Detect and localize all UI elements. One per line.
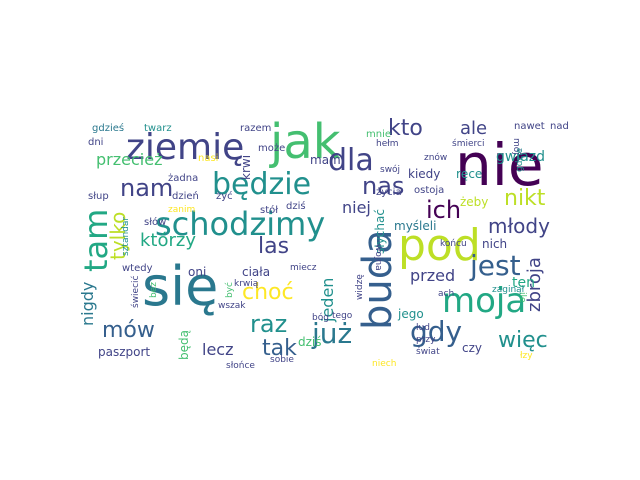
word-wszak: wszak xyxy=(218,301,246,311)
word-niech: niech xyxy=(372,359,397,369)
word-krwia: krwią xyxy=(234,279,259,289)
word-nie: nie xyxy=(455,131,544,199)
word-bog: bóg xyxy=(312,313,329,323)
word-kto: kto xyxy=(388,116,423,141)
word-widze: widzę xyxy=(355,274,365,300)
word-nasi: nasi xyxy=(198,153,219,164)
word-zanim: zanim xyxy=(168,205,196,215)
word-nam: nam xyxy=(120,174,174,202)
word-ten: ten xyxy=(512,275,535,291)
word-tego: tego xyxy=(332,311,353,321)
word-nikt: nikt xyxy=(504,186,546,211)
word-raz: raz xyxy=(250,310,288,338)
word-cloud: nie jak się ziemię schodzimy buda pod bę… xyxy=(77,112,569,371)
word-przeciez: przecież xyxy=(96,150,163,169)
word-zadna: żadna xyxy=(168,173,199,184)
word-ktorzy: którzy xyxy=(140,230,196,251)
word-paszport: paszport xyxy=(98,345,151,359)
word-ostoja: ostoja xyxy=(414,185,445,196)
word-sie: się xyxy=(142,255,219,318)
word-beda: będą xyxy=(177,330,191,360)
word-razem: razem xyxy=(240,123,272,134)
word-mow: mów xyxy=(102,318,155,343)
word-nigdy: nigdy xyxy=(78,281,97,326)
word-niej: niej xyxy=(342,198,371,217)
word-miecz: miecz xyxy=(290,263,317,273)
word-jak: jak xyxy=(270,114,341,170)
word-wiec: więc xyxy=(498,328,548,353)
word-czy: czy xyxy=(462,341,482,355)
word-wojna: wojna xyxy=(373,244,383,271)
word-myslel: myśleli xyxy=(394,219,437,233)
word-dzis-lg: dziś xyxy=(298,335,322,349)
word-dzis-sm: dziś xyxy=(286,201,306,212)
word-ale: ale xyxy=(460,118,488,139)
word-jest: jest xyxy=(470,249,521,282)
word-kiedy: kiedy xyxy=(408,167,441,181)
word-ziemie: ziemię xyxy=(126,127,245,168)
word-moze: może xyxy=(258,143,286,154)
word-rece: ręce xyxy=(456,167,483,181)
word-schodzimy: schodzimy xyxy=(155,205,326,243)
word-gdzies: gdzieś xyxy=(92,123,125,134)
word-oni: oni xyxy=(188,265,207,279)
word-byc: być xyxy=(225,282,235,298)
word-zycia: życia xyxy=(376,187,402,198)
word-wtedy: wtedy xyxy=(122,263,153,274)
word-lecz: lecz xyxy=(202,340,234,359)
word-gdy: gdy xyxy=(410,315,463,348)
word-mam: mam xyxy=(310,153,341,167)
word-ile: ile xyxy=(517,292,527,303)
word-swoj: swój xyxy=(380,165,401,175)
word-jego: jego xyxy=(398,307,424,321)
word-ach: ach xyxy=(438,289,455,299)
word-zaginal: zaginął xyxy=(492,285,525,295)
word-pod: pod xyxy=(398,220,481,271)
word-lzy: łzy xyxy=(520,351,533,361)
word-slow: słów xyxy=(144,217,167,228)
word-choc: choć xyxy=(242,280,294,305)
word-smierci: śmierci xyxy=(452,139,485,149)
word-bez: bez xyxy=(149,282,159,298)
word-ciala: ciała xyxy=(242,265,271,279)
word-mnie: mnie xyxy=(366,129,392,140)
word-swiecic: świecić xyxy=(131,275,141,308)
word-swiat: świat xyxy=(416,347,440,357)
word-przy: przy xyxy=(416,335,436,345)
word-zyc: żyć xyxy=(216,191,233,202)
word-gdzie: gdzie xyxy=(515,147,525,172)
word-mlody: młody xyxy=(488,214,550,238)
word-slup: słup xyxy=(88,191,109,202)
word-slonce: słońce xyxy=(226,361,255,371)
word-stol: stół xyxy=(260,205,279,216)
word-sobie: sobie xyxy=(270,355,294,365)
word-nas: nas xyxy=(362,172,405,200)
word-znow: znów xyxy=(424,153,448,163)
word-lud: lud xyxy=(416,323,430,333)
word-sztandar: sztandar xyxy=(121,216,131,256)
word-zeby: żeby xyxy=(460,195,489,209)
word-dzien: dzień xyxy=(172,191,199,202)
word-tak: tak xyxy=(262,336,297,361)
word-dni: dni xyxy=(88,137,104,148)
word-twarz: twarz xyxy=(144,123,172,134)
word-ich: ich xyxy=(426,196,462,224)
word-nawet: nawet xyxy=(514,121,545,132)
word-helm: hełm xyxy=(376,139,399,149)
word-nad: nad xyxy=(550,121,569,132)
word-las: las xyxy=(258,234,290,259)
word-bedzie: będzie xyxy=(212,167,312,202)
word-przed: przed xyxy=(410,266,456,285)
word-koncu: końcu xyxy=(440,239,467,249)
word-gwiazd: gwiazd xyxy=(496,149,546,165)
word-dla: dla xyxy=(328,143,374,178)
word-juz: już xyxy=(312,317,353,350)
word-krwi: krwi xyxy=(239,154,253,180)
word-nich: nich xyxy=(482,237,508,251)
word-moja: moja xyxy=(442,281,527,321)
